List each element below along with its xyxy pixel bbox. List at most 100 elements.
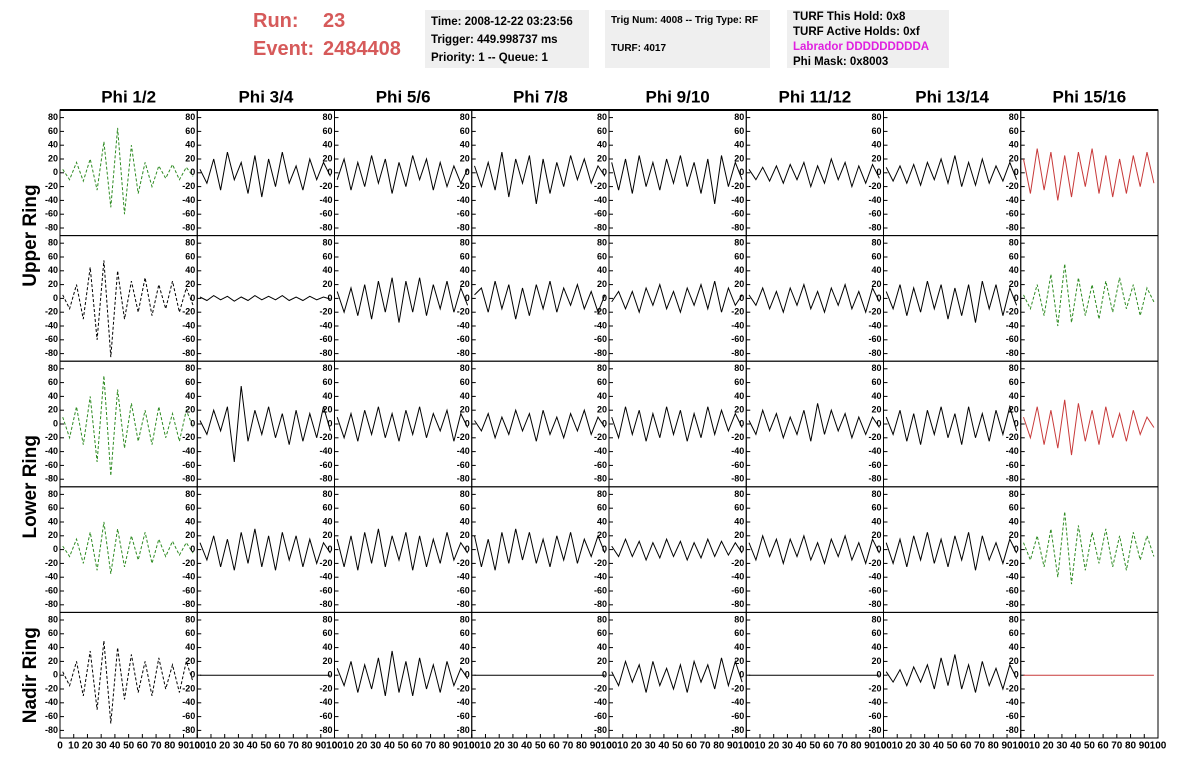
- y-tick-label: -80: [319, 348, 332, 358]
- x-tick-label: 50: [123, 741, 135, 752]
- column-title: Phi 7/8: [513, 87, 568, 106]
- info-line: Priority: 1 -- Queue: 1: [431, 52, 548, 64]
- waveform: [62, 375, 194, 476]
- y-tick-label: 60: [48, 377, 58, 387]
- y-tick-label: -20: [731, 307, 744, 317]
- waveform: [474, 528, 606, 571]
- y-tick-label: -40: [1006, 697, 1019, 707]
- y-tick-label: -60: [457, 209, 470, 219]
- y-tick-label: 40: [185, 642, 195, 652]
- x-tick-label: 30: [507, 741, 519, 752]
- x-tick-label: 80: [301, 741, 313, 752]
- y-tick-label: 20: [734, 530, 744, 540]
- waveform: [885, 280, 1018, 323]
- y-tick-label: -20: [457, 307, 470, 317]
- y-tick-label: 20: [734, 279, 744, 289]
- x-tick-label: 60: [823, 741, 835, 752]
- y-tick-label: 80: [185, 363, 195, 373]
- x-tick-label: 90: [315, 741, 327, 752]
- y-tick-label: -40: [319, 697, 332, 707]
- column-title: Phi 11/12: [778, 87, 851, 106]
- y-tick-label: -60: [868, 334, 881, 344]
- panel-frame: [59, 486, 198, 613]
- x-tick-label: 70: [562, 741, 574, 752]
- x-tick-label: 40: [933, 741, 945, 752]
- info-line: TURF Active Holds: 0xf: [793, 26, 920, 38]
- y-tick-label: -20: [457, 432, 470, 442]
- y-tick-label: -40: [594, 572, 607, 582]
- x-tick-label: 0: [606, 741, 612, 752]
- y-tick-label: -40: [1006, 446, 1019, 456]
- y-tick-label: 40: [460, 642, 470, 652]
- y-tick-label: -20: [182, 432, 195, 442]
- y-tick-label: -60: [319, 585, 332, 595]
- y-tick-label: -80: [1006, 725, 1019, 735]
- y-tick-label: 20: [597, 153, 607, 163]
- y-tick-label: 0: [465, 544, 470, 554]
- y-tick-label: -60: [731, 209, 744, 219]
- y-tick-label: -40: [868, 195, 881, 205]
- y-tick-label: -60: [868, 460, 881, 470]
- x-tick-label: 60: [137, 741, 149, 752]
- x-tick-label: 90: [727, 741, 739, 752]
- y-tick-label: -80: [731, 222, 744, 232]
- y-tick-label: 20: [185, 279, 195, 289]
- y-tick-label: -60: [45, 334, 58, 344]
- x-tick-label: 80: [439, 741, 451, 752]
- y-tick-label: -20: [594, 683, 607, 693]
- y-tick-label: -80: [45, 599, 58, 609]
- x-tick-label: 0: [881, 741, 887, 752]
- y-tick-label: 20: [460, 656, 470, 666]
- y-tick-label: -40: [319, 320, 332, 330]
- waveform: [748, 157, 880, 189]
- y-tick-label: -40: [594, 320, 607, 330]
- waveform: [336, 155, 469, 194]
- y-tick-label: -20: [731, 181, 744, 191]
- x-tick-label: 40: [796, 741, 808, 752]
- y-tick-label: 40: [871, 642, 881, 652]
- x-tick-label: 100: [875, 741, 892, 752]
- y-tick-label: 60: [48, 126, 58, 136]
- y-tick-label: 80: [597, 112, 607, 122]
- y-tick-label: -40: [182, 572, 195, 582]
- panel-frame: [883, 611, 1022, 739]
- y-tick-label: 60: [734, 377, 744, 387]
- y-tick-label: 40: [322, 642, 332, 652]
- y-tick-label: -40: [457, 320, 470, 330]
- y-tick-label: -80: [1006, 222, 1019, 232]
- x-tick-label: 40: [109, 741, 121, 752]
- x-tick-label: 0: [57, 741, 63, 752]
- y-tick-label: 40: [597, 140, 607, 150]
- y-tick-label: 20: [1009, 405, 1019, 415]
- y-tick-label: 20: [48, 405, 58, 415]
- y-tick-label: -80: [731, 348, 744, 358]
- y-tick-label: -60: [594, 334, 607, 344]
- y-tick-label: 40: [597, 642, 607, 652]
- x-tick-label: 30: [233, 741, 245, 752]
- y-tick-label: 0: [1014, 293, 1019, 303]
- x-tick-label: 50: [398, 741, 410, 752]
- y-tick-label: -60: [868, 209, 881, 219]
- y-tick-label: -40: [182, 697, 195, 707]
- y-tick-label: 60: [597, 377, 607, 387]
- y-tick-label: -80: [457, 222, 470, 232]
- y-tick-label: -40: [457, 697, 470, 707]
- y-tick-label: 60: [871, 126, 881, 136]
- y-tick-label: -40: [868, 320, 881, 330]
- y-tick-label: 60: [322, 503, 332, 513]
- y-tick-label: -40: [594, 195, 607, 205]
- y-tick-label: -40: [319, 446, 332, 456]
- waveform: [199, 151, 331, 198]
- y-tick-label: -40: [457, 446, 470, 456]
- y-tick-label: 40: [734, 391, 744, 401]
- y-tick-label: 80: [185, 112, 195, 122]
- y-tick-label: -60: [319, 711, 332, 721]
- y-tick-label: -80: [182, 725, 195, 735]
- y-tick-label: 0: [53, 418, 58, 428]
- y-tick-label: -20: [45, 558, 58, 568]
- waveform: [611, 280, 743, 314]
- x-tick-label: 60: [1098, 741, 1110, 752]
- y-tick-label: 0: [190, 418, 195, 428]
- y-tick-label: 60: [185, 251, 195, 261]
- y-tick-label: -20: [731, 683, 744, 693]
